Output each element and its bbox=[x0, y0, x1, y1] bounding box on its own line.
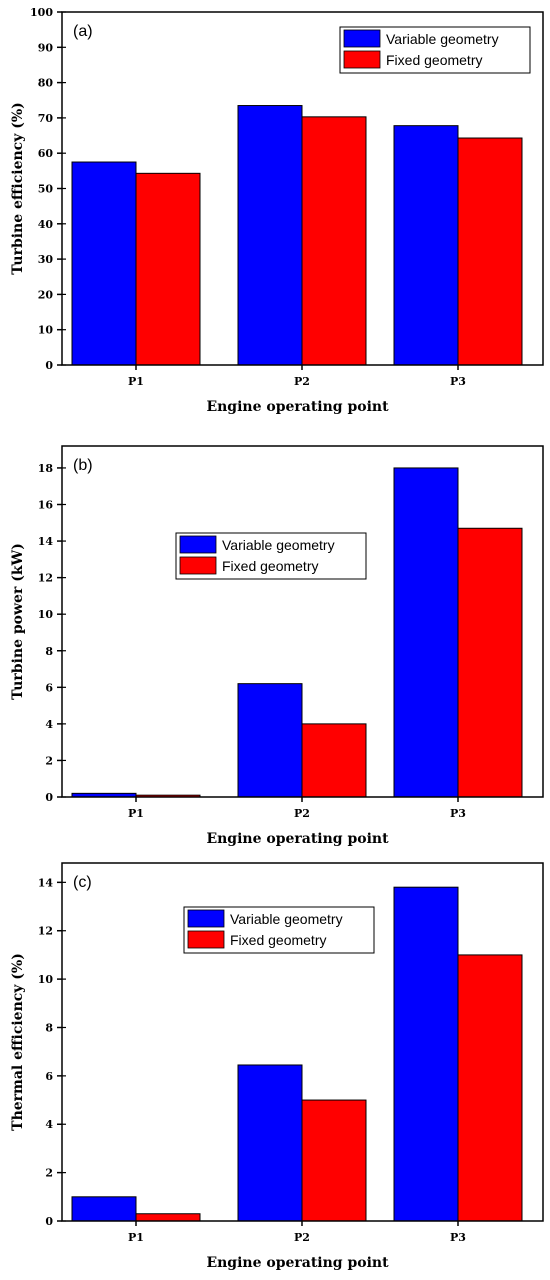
y-axis-title: Thermal efficiency (%) bbox=[10, 953, 26, 1131]
y-tick-label: 12 bbox=[38, 572, 53, 585]
bar-p3-fixed bbox=[457, 954, 523, 1222]
legend: Variable geometry Fixed geometry bbox=[339, 26, 531, 74]
legend: Variable geometry Fixed geometry bbox=[175, 532, 367, 580]
x-tick-label: P3 bbox=[450, 375, 466, 388]
y-axis-title: Turbine power (kW) bbox=[10, 543, 26, 700]
y-tick-label: 10 bbox=[38, 608, 54, 621]
legend-swatch-fixed bbox=[179, 556, 217, 575]
y-tick-label: 0 bbox=[45, 359, 53, 372]
y-tick-label: 14 bbox=[38, 535, 54, 548]
y-axis-title: Turbine efficiency (%) bbox=[10, 102, 26, 274]
bar-p2-variable bbox=[237, 683, 303, 798]
bar-p1-fixed bbox=[135, 1213, 201, 1222]
y-tick-label: 10 bbox=[38, 324, 54, 337]
y-tick-label: 60 bbox=[38, 147, 54, 160]
y-tick-label: 40 bbox=[38, 218, 54, 231]
y-tick-label: 8 bbox=[45, 645, 53, 658]
bar-p2-fixed bbox=[301, 1099, 367, 1222]
y-tick-label: 2 bbox=[45, 754, 53, 767]
legend-swatch-fixed bbox=[343, 50, 381, 69]
y-tick-label: 70 bbox=[38, 112, 54, 125]
y-tick-label: 2 bbox=[45, 1167, 53, 1180]
y-tick-label: 14 bbox=[38, 876, 54, 889]
bar-p1-fixed bbox=[135, 172, 201, 366]
legend-swatch-variable bbox=[343, 29, 381, 48]
x-tick-label: P1 bbox=[128, 807, 144, 820]
bar-p2-fixed bbox=[301, 116, 367, 366]
legend-label-variable: Variable geometry bbox=[386, 31, 499, 47]
bar-p1-variable bbox=[71, 161, 137, 366]
legend-swatch-variable bbox=[179, 535, 217, 554]
bar-p3-fixed bbox=[457, 527, 523, 798]
y-tick-label: 4 bbox=[45, 718, 53, 731]
legend-label-fixed: Fixed geometry bbox=[230, 932, 326, 948]
legend-swatch-variable bbox=[187, 909, 225, 928]
x-tick-label: P1 bbox=[128, 1231, 144, 1244]
bar-p2-fixed bbox=[301, 723, 367, 798]
y-tick-label: 12 bbox=[38, 925, 53, 938]
panel-label: (c) bbox=[73, 874, 92, 891]
bar-p3-variable bbox=[393, 886, 459, 1222]
x-axis-title: Engine operating point bbox=[206, 399, 389, 415]
y-tick-label: 30 bbox=[38, 253, 54, 266]
y-tick-label: 80 bbox=[38, 77, 54, 90]
x-axis-title: Engine operating point bbox=[206, 1255, 389, 1271]
y-tick-label: 18 bbox=[38, 462, 54, 475]
y-tick-label: 4 bbox=[45, 1118, 53, 1131]
y-tick-label: 90 bbox=[38, 41, 54, 54]
panel-label: (b) bbox=[73, 457, 93, 474]
y-tick-label: 50 bbox=[38, 183, 54, 196]
y-tick-label: 16 bbox=[38, 499, 54, 512]
x-tick-label: P3 bbox=[450, 807, 466, 820]
legend-swatch-fixed bbox=[187, 930, 225, 949]
x-tick-label: P1 bbox=[128, 375, 144, 388]
plot-frame bbox=[61, 862, 544, 1222]
y-tick-label: 10 bbox=[38, 973, 54, 986]
chart-panel-2: P1 P2 P3 0 2 4 6 8 10 12 14 16 18 (b) Engine operating… bbox=[10, 445, 544, 847]
legend-label-fixed: Fixed geometry bbox=[222, 558, 318, 574]
panel-label: (a) bbox=[73, 23, 93, 40]
chart-panel-3: P1 P2 P3 0 2 4 6 8 10 12 14 (c) Engine operating poi… bbox=[10, 862, 544, 1271]
legend-label-fixed: Fixed geometry bbox=[386, 52, 482, 68]
plot-frame bbox=[61, 445, 544, 798]
y-tick-label: 0 bbox=[45, 1215, 53, 1228]
y-tick-label: 0 bbox=[45, 791, 53, 804]
x-tick-label: P2 bbox=[294, 1231, 310, 1244]
x-axis-title: Engine operating point bbox=[206, 831, 389, 847]
x-tick-label: P2 bbox=[294, 807, 310, 820]
legend-label-variable: Variable geometry bbox=[222, 537, 335, 553]
bar-p3-variable bbox=[393, 125, 459, 366]
y-tick-label: 6 bbox=[45, 681, 53, 694]
bar-p3-fixed bbox=[457, 137, 523, 366]
chart-panel-1: P1 P2 P3 0 10 20 30 40 50 60 70 80 90 100 (a) Engine op… bbox=[10, 6, 544, 415]
bar-p3-variable bbox=[393, 467, 459, 798]
bar-p1-variable bbox=[71, 1196, 137, 1222]
legend-label-variable: Variable geometry bbox=[230, 911, 343, 927]
bar-p2-variable bbox=[237, 1064, 303, 1222]
x-tick-label: P2 bbox=[294, 375, 310, 388]
x-tick-label: P3 bbox=[450, 1231, 466, 1244]
y-tick-label: 6 bbox=[45, 1070, 53, 1083]
bar-p2-variable bbox=[237, 105, 303, 366]
y-tick-label: 8 bbox=[45, 1021, 53, 1034]
y-tick-label: 100 bbox=[30, 6, 53, 19]
y-tick-label: 20 bbox=[38, 288, 54, 301]
legend: Variable geometry Fixed geometry bbox=[183, 906, 375, 954]
